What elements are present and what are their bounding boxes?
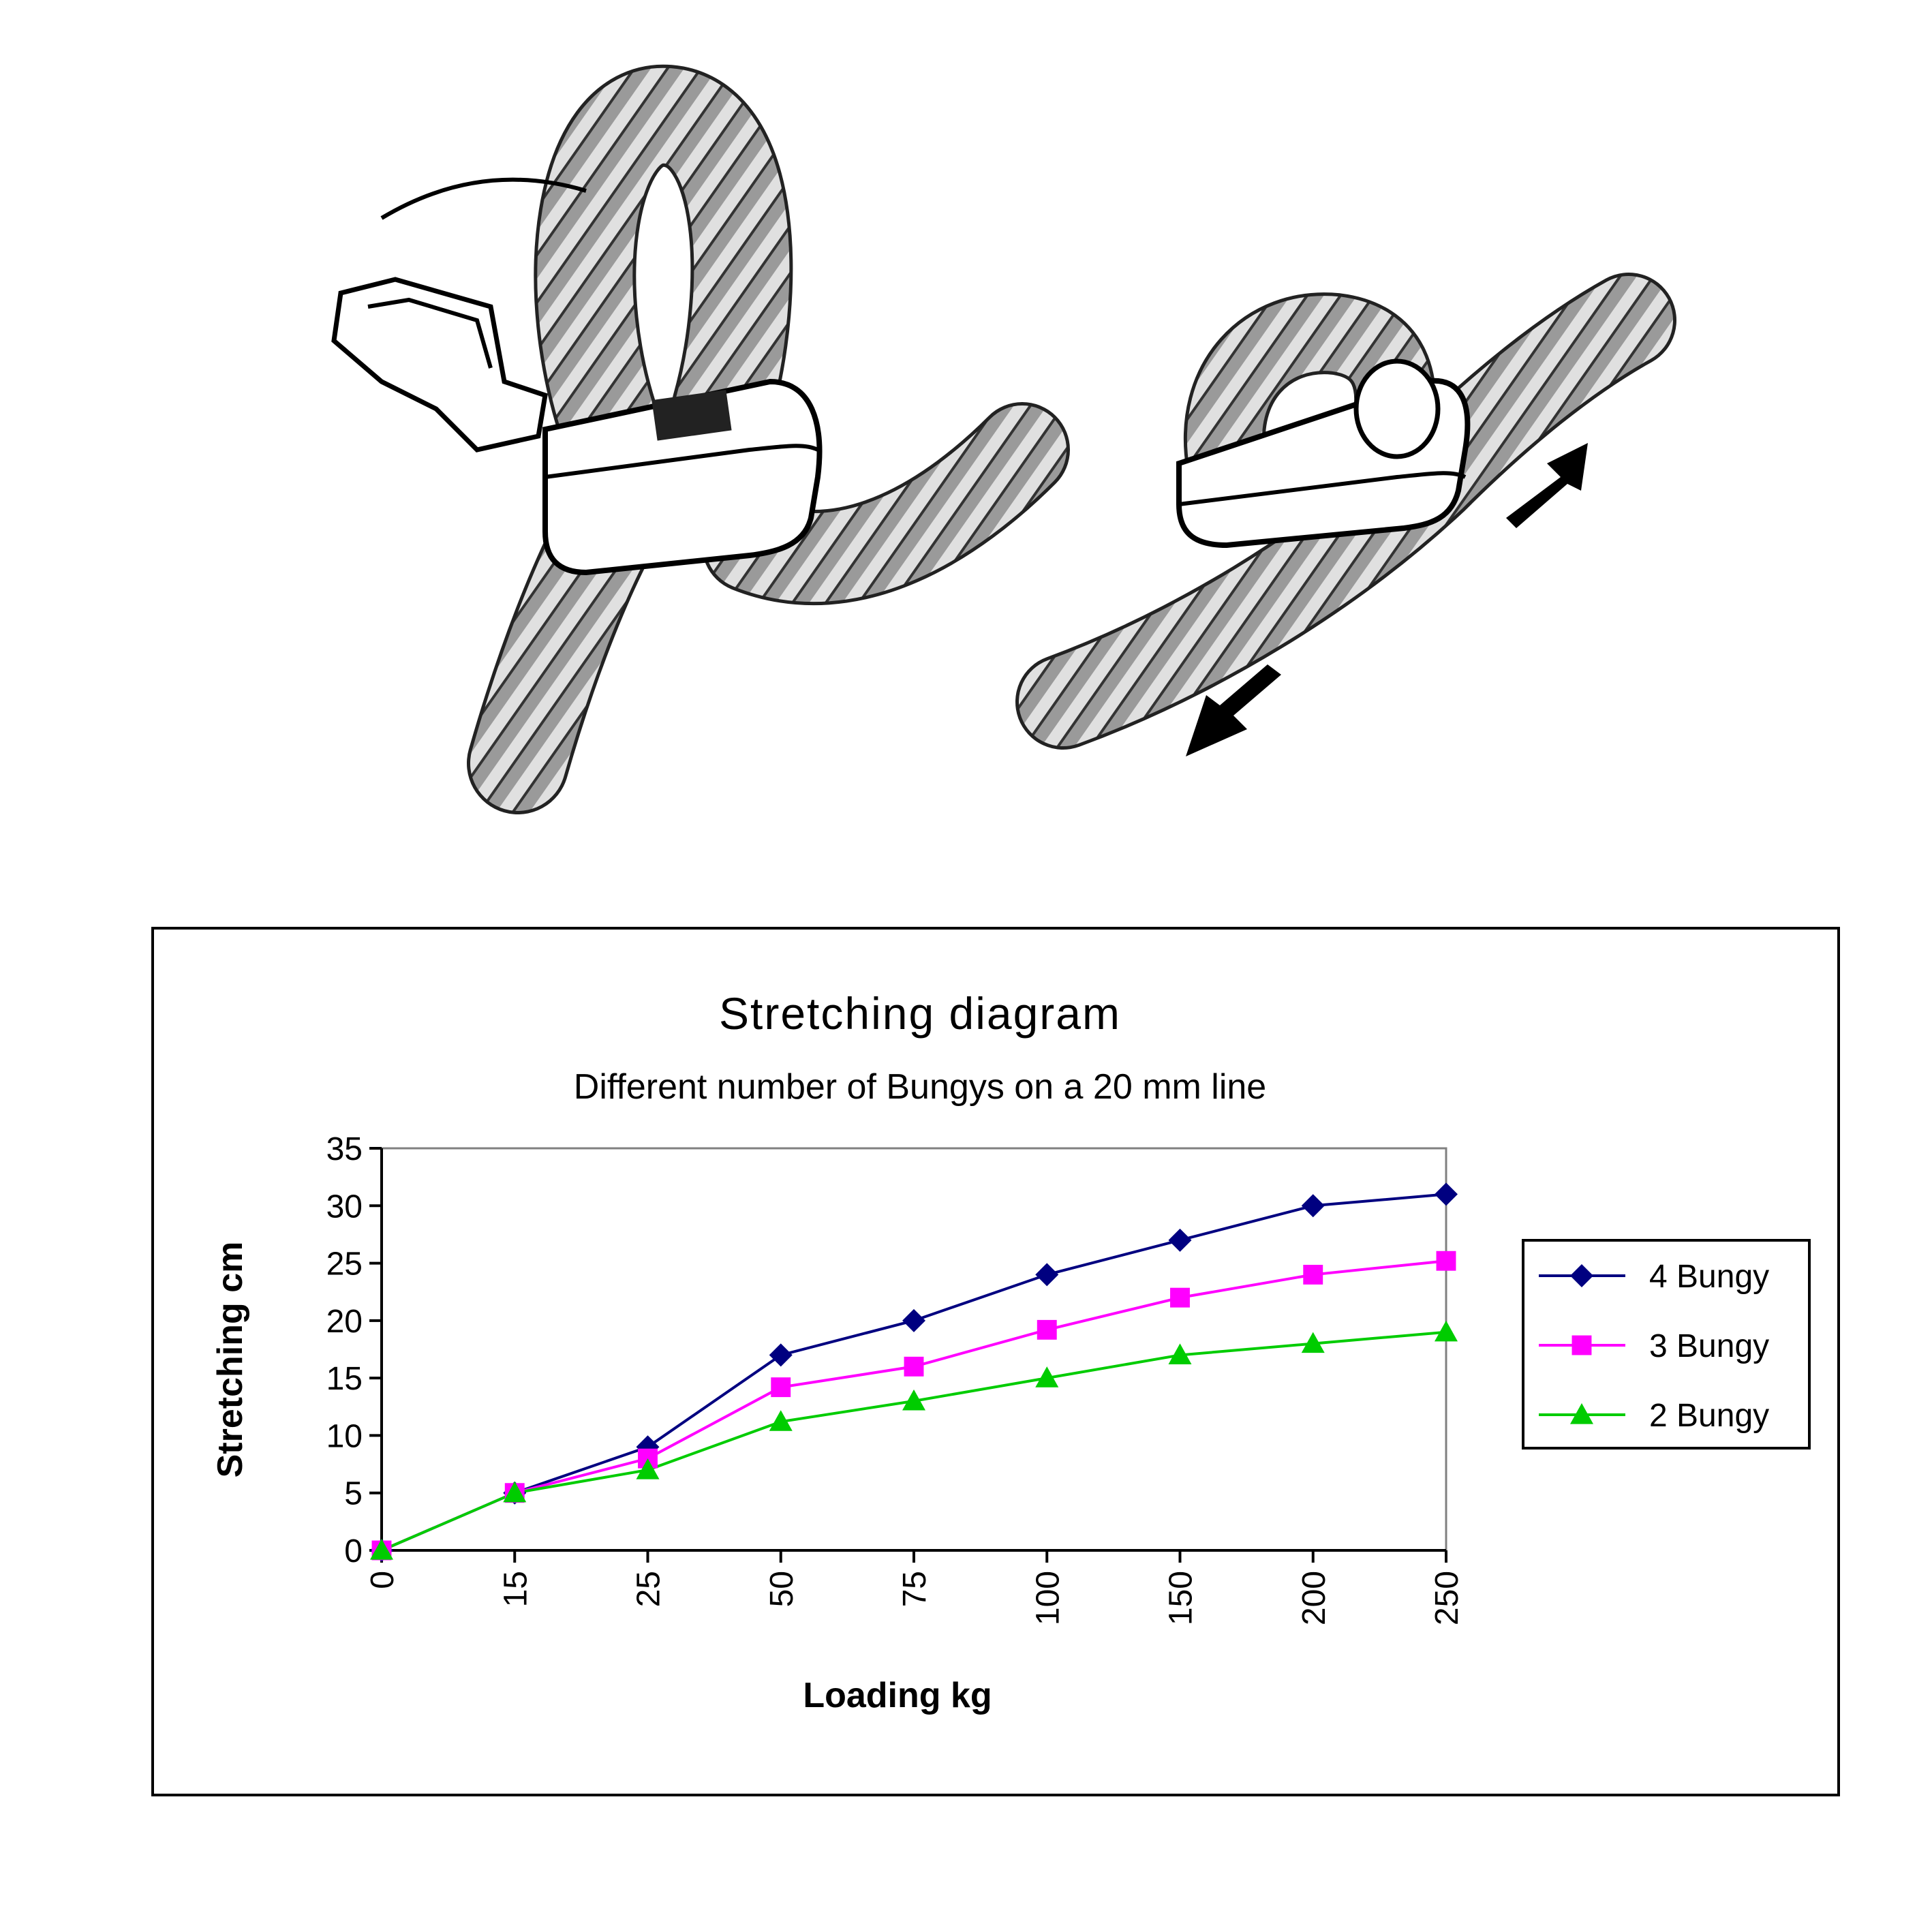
legend-label-2: 2 Bungy bbox=[1649, 1398, 1769, 1434]
y-tick-label: 15 bbox=[326, 1361, 363, 1397]
data-point-1-3 bbox=[771, 1377, 791, 1398]
chart-subtitle: Different number of Bungys on a 20 mm li… bbox=[574, 1067, 1266, 1107]
plot-border bbox=[380, 1147, 1447, 1552]
data-point-0-8 bbox=[1435, 1182, 1458, 1206]
data-point-2-1 bbox=[503, 1481, 527, 1503]
x-tick-label: 0 bbox=[365, 1571, 401, 1589]
legend: 4 Bungy 3 Bungy 2 Bungy bbox=[1522, 1239, 1811, 1450]
legend-marker-2 bbox=[1570, 1403, 1593, 1424]
x-tick-label: 25 bbox=[631, 1571, 667, 1607]
y-tick-label: 10 bbox=[326, 1418, 363, 1454]
y-tick-label: 25 bbox=[326, 1246, 363, 1283]
data-point-1-4 bbox=[904, 1356, 924, 1377]
x-tick-label: 75 bbox=[897, 1571, 933, 1607]
y-axis-label: Stretching cm bbox=[211, 1242, 250, 1478]
data-point-0-6 bbox=[1168, 1228, 1192, 1252]
plot-area: 0 5 10 15 20 25 30 35 0 15 25 50 75 100 150 200 250 bbox=[326, 1131, 1465, 1625]
legend-label-1: 3 Bungy bbox=[1649, 1328, 1769, 1364]
x-tick-label: 15 bbox=[497, 1571, 534, 1607]
y-tick-label: 30 bbox=[326, 1189, 363, 1225]
bungy-clip-open-icon bbox=[331, 64, 1070, 814]
data-point-2-0 bbox=[370, 1539, 393, 1560]
data-point-0-5 bbox=[1035, 1263, 1059, 1287]
x-tick-label: 100 bbox=[1030, 1571, 1066, 1625]
x-tick-label: 50 bbox=[764, 1571, 800, 1607]
data-point-2-7 bbox=[1301, 1332, 1325, 1353]
y-ticks: 0 5 10 15 20 25 30 35 bbox=[326, 1131, 382, 1569]
x-axis-label: Loading kg bbox=[803, 1676, 992, 1715]
data-point-1-6 bbox=[1170, 1287, 1190, 1308]
legend-marker-0 bbox=[1570, 1264, 1593, 1287]
data-point-2-5 bbox=[1035, 1366, 1059, 1387]
x-tick-label: 250 bbox=[1429, 1571, 1465, 1625]
data-point-0-4 bbox=[902, 1308, 925, 1332]
x-tick-label: 200 bbox=[1296, 1571, 1332, 1625]
y-tick-label: 20 bbox=[326, 1304, 363, 1340]
data-point-0-7 bbox=[1301, 1194, 1325, 1218]
data-point-2-6 bbox=[1168, 1343, 1192, 1365]
legend-marker-1 bbox=[1571, 1335, 1592, 1355]
data-point-2-3 bbox=[769, 1410, 793, 1431]
data-point-2-4 bbox=[902, 1389, 925, 1411]
y-tick-label: 35 bbox=[326, 1131, 363, 1167]
data-point-1-7 bbox=[1303, 1264, 1323, 1285]
x-ticks: 0 15 25 50 75 100 150 200 250 bbox=[365, 1550, 1465, 1625]
pull-direction-arrow-icon bbox=[1186, 443, 1588, 756]
data-point-0-3 bbox=[769, 1343, 793, 1367]
data-point-2-8 bbox=[1435, 1320, 1458, 1342]
y-tick-label: 0 bbox=[344, 1533, 363, 1569]
x-tick-label: 150 bbox=[1163, 1571, 1199, 1625]
y-tick-label: 5 bbox=[344, 1476, 363, 1512]
data-point-2-2 bbox=[636, 1458, 660, 1479]
chart-title: Stretching diagram bbox=[719, 988, 1121, 1039]
data-point-1-5 bbox=[1037, 1319, 1057, 1340]
legend-label-0: 4 Bungy bbox=[1649, 1259, 1769, 1295]
bungy-illustration bbox=[331, 64, 1676, 814]
data-point-1-8 bbox=[1436, 1251, 1456, 1271]
bungy-clip-closed-icon bbox=[1015, 273, 1676, 750]
series-markers bbox=[370, 1182, 1458, 1562]
